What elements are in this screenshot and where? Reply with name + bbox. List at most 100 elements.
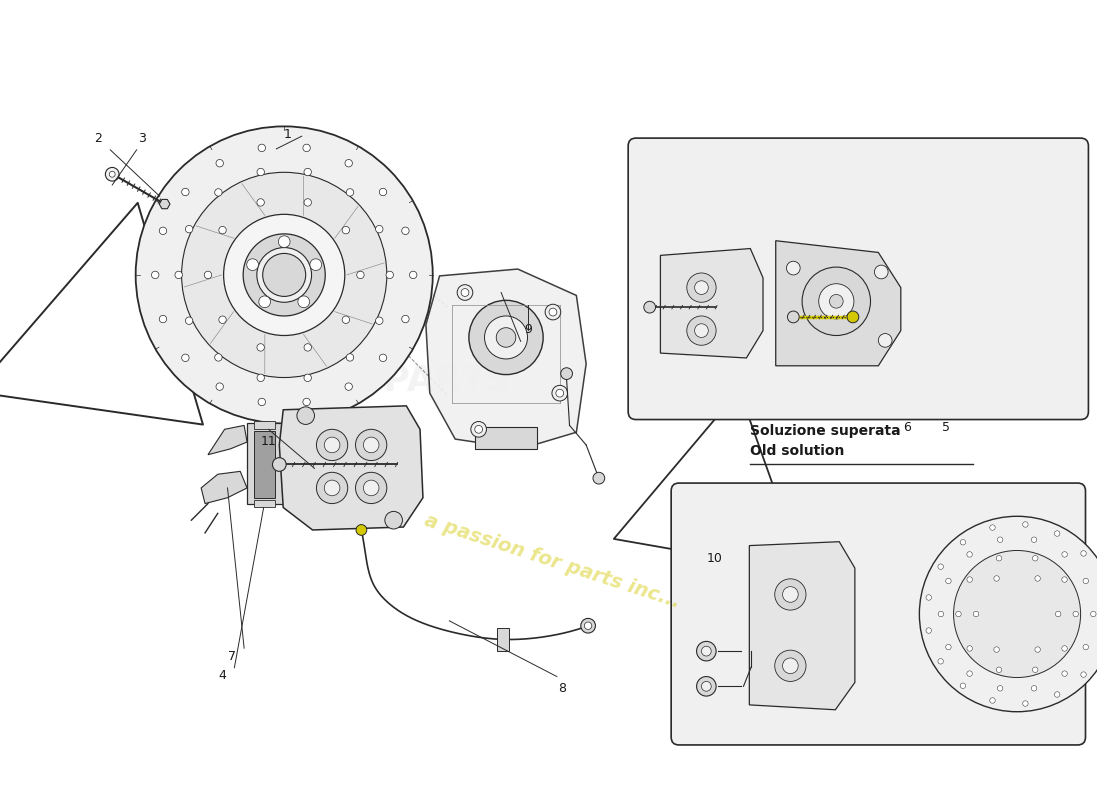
Text: 4: 4 [219, 669, 227, 682]
Circle shape [1035, 647, 1041, 652]
Text: 1: 1 [284, 128, 292, 141]
Circle shape [954, 550, 1080, 678]
Circle shape [974, 611, 979, 617]
Circle shape [302, 144, 310, 152]
Circle shape [160, 227, 167, 234]
Circle shape [317, 430, 348, 461]
Text: 11: 11 [261, 434, 276, 447]
Circle shape [782, 586, 799, 602]
Circle shape [960, 683, 966, 689]
Circle shape [304, 198, 311, 206]
Circle shape [342, 226, 350, 234]
Circle shape [363, 437, 379, 453]
Polygon shape [660, 249, 763, 358]
Circle shape [702, 682, 712, 691]
Circle shape [1062, 577, 1067, 582]
Circle shape [324, 480, 340, 496]
Circle shape [219, 316, 227, 323]
Circle shape [946, 578, 952, 584]
Text: 3: 3 [138, 132, 145, 145]
Circle shape [355, 472, 387, 503]
Circle shape [356, 525, 366, 535]
Circle shape [1032, 686, 1037, 691]
Circle shape [774, 579, 806, 610]
Circle shape [1033, 667, 1038, 673]
Circle shape [257, 198, 264, 206]
Circle shape [818, 284, 854, 319]
Circle shape [1084, 644, 1089, 650]
Circle shape [216, 383, 223, 390]
Circle shape [686, 316, 716, 346]
Circle shape [782, 658, 799, 674]
Circle shape [694, 324, 708, 338]
Circle shape [385, 511, 403, 529]
Text: Old solution: Old solution [750, 444, 845, 458]
Circle shape [549, 308, 557, 316]
Polygon shape [776, 241, 901, 366]
Circle shape [257, 374, 264, 382]
Circle shape [926, 594, 932, 600]
Circle shape [1032, 537, 1037, 542]
Bar [254, 422, 275, 430]
Circle shape [258, 144, 265, 152]
Circle shape [346, 189, 354, 196]
Circle shape [461, 289, 469, 297]
Circle shape [993, 576, 999, 581]
Circle shape [1062, 552, 1067, 557]
Text: a passion for parts inc...: a passion for parts inc... [421, 511, 682, 612]
Polygon shape [749, 542, 855, 710]
Text: 8: 8 [558, 682, 565, 694]
Circle shape [967, 552, 972, 557]
Circle shape [556, 390, 563, 397]
Circle shape [694, 281, 708, 294]
Circle shape [774, 650, 806, 682]
Circle shape [967, 646, 972, 651]
Text: 2: 2 [95, 132, 102, 145]
Circle shape [1090, 611, 1096, 617]
Circle shape [956, 611, 961, 617]
Polygon shape [208, 426, 248, 454]
Circle shape [160, 315, 167, 322]
Circle shape [304, 374, 311, 382]
Circle shape [696, 642, 716, 661]
Circle shape [302, 398, 310, 406]
Circle shape [878, 334, 892, 347]
Circle shape [317, 472, 348, 503]
Polygon shape [160, 199, 170, 209]
Text: 5: 5 [942, 421, 949, 434]
Circle shape [469, 300, 543, 374]
Circle shape [997, 555, 1002, 561]
Circle shape [1062, 646, 1067, 651]
Circle shape [379, 188, 387, 196]
Circle shape [1081, 550, 1087, 556]
Circle shape [546, 304, 561, 320]
Circle shape [182, 188, 189, 196]
Circle shape [298, 296, 309, 308]
Circle shape [246, 258, 258, 270]
Circle shape [258, 398, 265, 406]
Circle shape [788, 311, 800, 323]
Circle shape [219, 226, 227, 234]
Circle shape [214, 189, 222, 196]
Circle shape [135, 126, 432, 423]
Circle shape [1084, 578, 1089, 584]
Circle shape [696, 677, 716, 696]
Circle shape [402, 227, 409, 234]
Circle shape [223, 214, 344, 335]
Circle shape [990, 525, 996, 530]
Circle shape [182, 172, 387, 378]
Circle shape [1098, 644, 1100, 650]
Circle shape [920, 516, 1100, 712]
Bar [254, 500, 275, 507]
Circle shape [257, 168, 264, 176]
Bar [248, 423, 284, 503]
Circle shape [345, 383, 352, 390]
Polygon shape [279, 406, 424, 530]
Circle shape [874, 265, 888, 279]
Circle shape [1055, 692, 1060, 698]
Circle shape [355, 430, 387, 461]
Circle shape [346, 354, 354, 361]
Circle shape [273, 458, 286, 471]
Circle shape [186, 226, 192, 233]
Circle shape [386, 271, 394, 278]
